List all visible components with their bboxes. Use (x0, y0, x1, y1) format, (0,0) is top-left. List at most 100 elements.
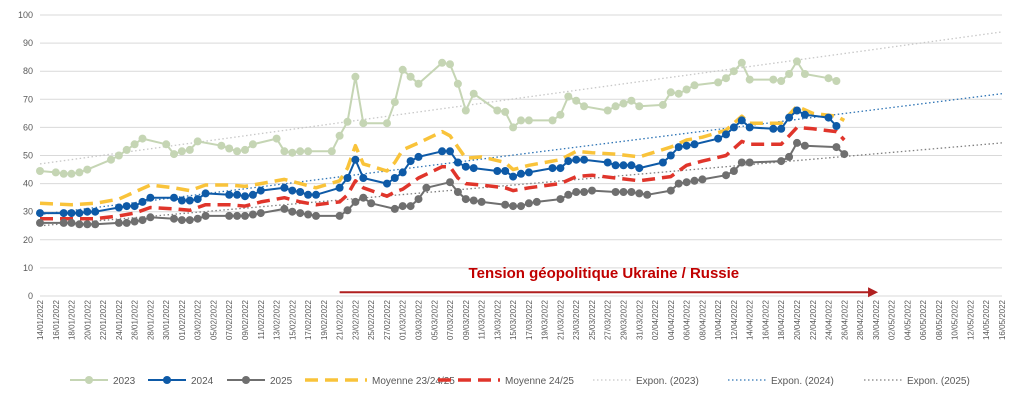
series-layer (36, 31, 1003, 229)
data-point (517, 169, 525, 178)
data-point (288, 148, 297, 157)
data-point (532, 197, 541, 206)
x-tick-label: 27/02/2022 (383, 299, 392, 340)
data-point (714, 78, 723, 87)
data-point (438, 58, 447, 67)
data-point (343, 206, 352, 215)
data-point (414, 152, 423, 161)
data-point (241, 145, 249, 154)
data-point (248, 140, 257, 149)
y-tick-label: 70 (23, 94, 33, 104)
data-point (603, 106, 612, 115)
data-point (729, 123, 738, 132)
data-point (59, 218, 68, 227)
x-tick-label: 15/02/2022 (288, 299, 297, 340)
data-point (509, 202, 518, 211)
series-line-2023 (39, 60, 837, 175)
x-tick-label: 24/01/2022 (115, 299, 124, 340)
data-point (785, 152, 794, 161)
data-point (83, 165, 92, 174)
data-point (36, 218, 44, 227)
data-point (588, 186, 596, 195)
x-tick-label: 26/04/2022 (840, 299, 849, 340)
data-point (674, 179, 683, 188)
x-tick-label: 05/02/2022 (209, 299, 218, 340)
data-point (832, 77, 841, 85)
data-point (572, 188, 581, 196)
data-point (580, 155, 589, 164)
data-point (446, 178, 454, 187)
data-point (461, 106, 470, 115)
series-line-moyenne-24-25 (40, 125, 846, 221)
data-point (745, 75, 754, 84)
x-tick-label: 21/03/2022 (556, 299, 565, 340)
data-point (627, 161, 636, 170)
x-tick-label: 10/05/2022 (951, 299, 960, 340)
x-tick-label: 16/04/2022 (761, 299, 770, 340)
data-point (824, 113, 833, 122)
data-point (619, 99, 628, 108)
data-point (327, 147, 336, 156)
data-point (225, 190, 234, 199)
data-point (800, 70, 809, 78)
data-point (67, 209, 76, 218)
data-point (800, 141, 809, 150)
series-line-expon-2024 (39, 93, 1003, 216)
data-point (461, 162, 470, 171)
data-point (177, 196, 186, 205)
data-point (390, 204, 399, 213)
x-tick-label: 15/03/2022 (509, 299, 518, 340)
data-point (335, 131, 344, 140)
data-point (698, 175, 707, 184)
series-2025 (36, 138, 849, 229)
legend-label: 2023 (113, 376, 136, 387)
data-point (745, 158, 754, 167)
gridlines (40, 14, 1002, 297)
data-point (564, 190, 573, 199)
series-line-moyenne-23-24-25 (39, 104, 846, 207)
data-point (785, 113, 794, 122)
x-tick-label: 23/03/2022 (572, 299, 581, 340)
data-point (233, 190, 242, 199)
x-tick-label: 13/02/2022 (273, 299, 282, 340)
data-point (248, 190, 257, 199)
data-point (745, 123, 754, 132)
data-point (572, 155, 581, 164)
data-point (682, 85, 691, 94)
data-point (248, 210, 257, 219)
x-tick-label: 12/04/2022 (730, 299, 739, 340)
data-point (288, 207, 297, 216)
data-point (469, 164, 478, 173)
data-point (501, 107, 510, 116)
data-point (777, 77, 786, 85)
data-point (666, 88, 675, 97)
x-tick-label: 20/04/2022 (793, 299, 802, 340)
data-point (722, 171, 730, 180)
data-point (304, 190, 313, 199)
x-tick-label: 28/01/2022 (146, 299, 155, 340)
data-point (296, 209, 305, 218)
x-tick-label: 09/02/2022 (241, 299, 250, 340)
x-tick-label: 19/02/2022 (320, 299, 329, 340)
x-tick-label: 04/05/2022 (903, 299, 912, 340)
data-point (383, 179, 391, 188)
x-tick-label: 25/02/2022 (367, 299, 376, 340)
x-tick-label: 11/03/2022 (478, 299, 487, 339)
data-point (674, 143, 683, 152)
data-point (737, 116, 746, 125)
data-point (359, 193, 368, 202)
data-point (233, 147, 242, 156)
y-tick-label: 60 (23, 122, 33, 132)
data-point (343, 117, 352, 126)
data-point (509, 172, 518, 181)
data-point (840, 150, 849, 159)
data-point (658, 158, 667, 167)
data-point (75, 220, 84, 229)
data-point (170, 214, 178, 223)
data-point (390, 98, 399, 107)
legend-marker (242, 376, 250, 384)
data-point (414, 79, 423, 88)
legend-item-expon-2025: Expon. (2025) (864, 376, 970, 387)
data-point (722, 130, 730, 139)
data-point (296, 188, 305, 196)
